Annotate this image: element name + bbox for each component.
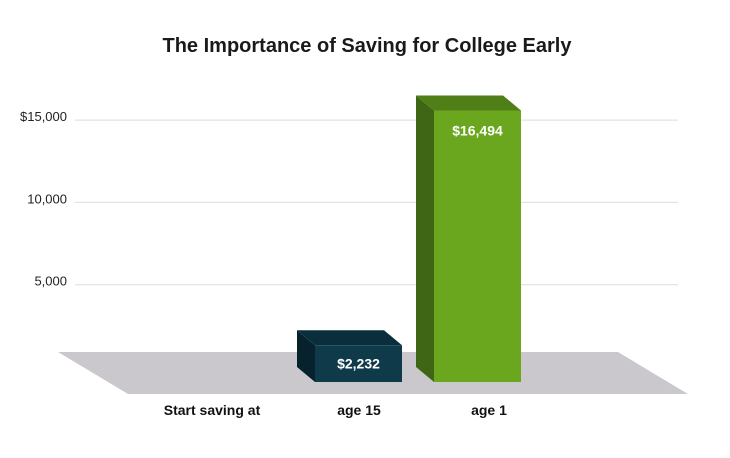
- category-label: age 15: [337, 402, 381, 418]
- y-tick-label: 10,000: [27, 191, 67, 206]
- y-axis-ticks: 5,000 10,000 $15,000: [20, 109, 67, 289]
- chart-title: The Importance of Saving for College Ear…: [163, 35, 573, 57]
- gridlines: [75, 119, 678, 286]
- bar-age-15: $2,232: [297, 330, 402, 382]
- x-axis-label: Start saving at: [164, 402, 261, 418]
- bar-side: [416, 95, 434, 382]
- bar-top: [416, 95, 521, 111]
- y-tick-label: $15,000: [20, 109, 67, 124]
- y-tick-label: 5,000: [34, 274, 67, 289]
- category-label: age 1: [471, 402, 507, 418]
- bar-age-1: $16,494: [416, 95, 521, 382]
- bar-top: [297, 330, 402, 346]
- bar-side: [297, 330, 315, 382]
- data-label: $16,494: [452, 123, 503, 139]
- bar-front: [315, 345, 402, 382]
- data-label: $2,232: [337, 356, 380, 372]
- category-labels: age 15 age 1: [337, 402, 507, 418]
- bar-front: [434, 110, 521, 382]
- bars: $2,232 $16,494: [297, 95, 521, 382]
